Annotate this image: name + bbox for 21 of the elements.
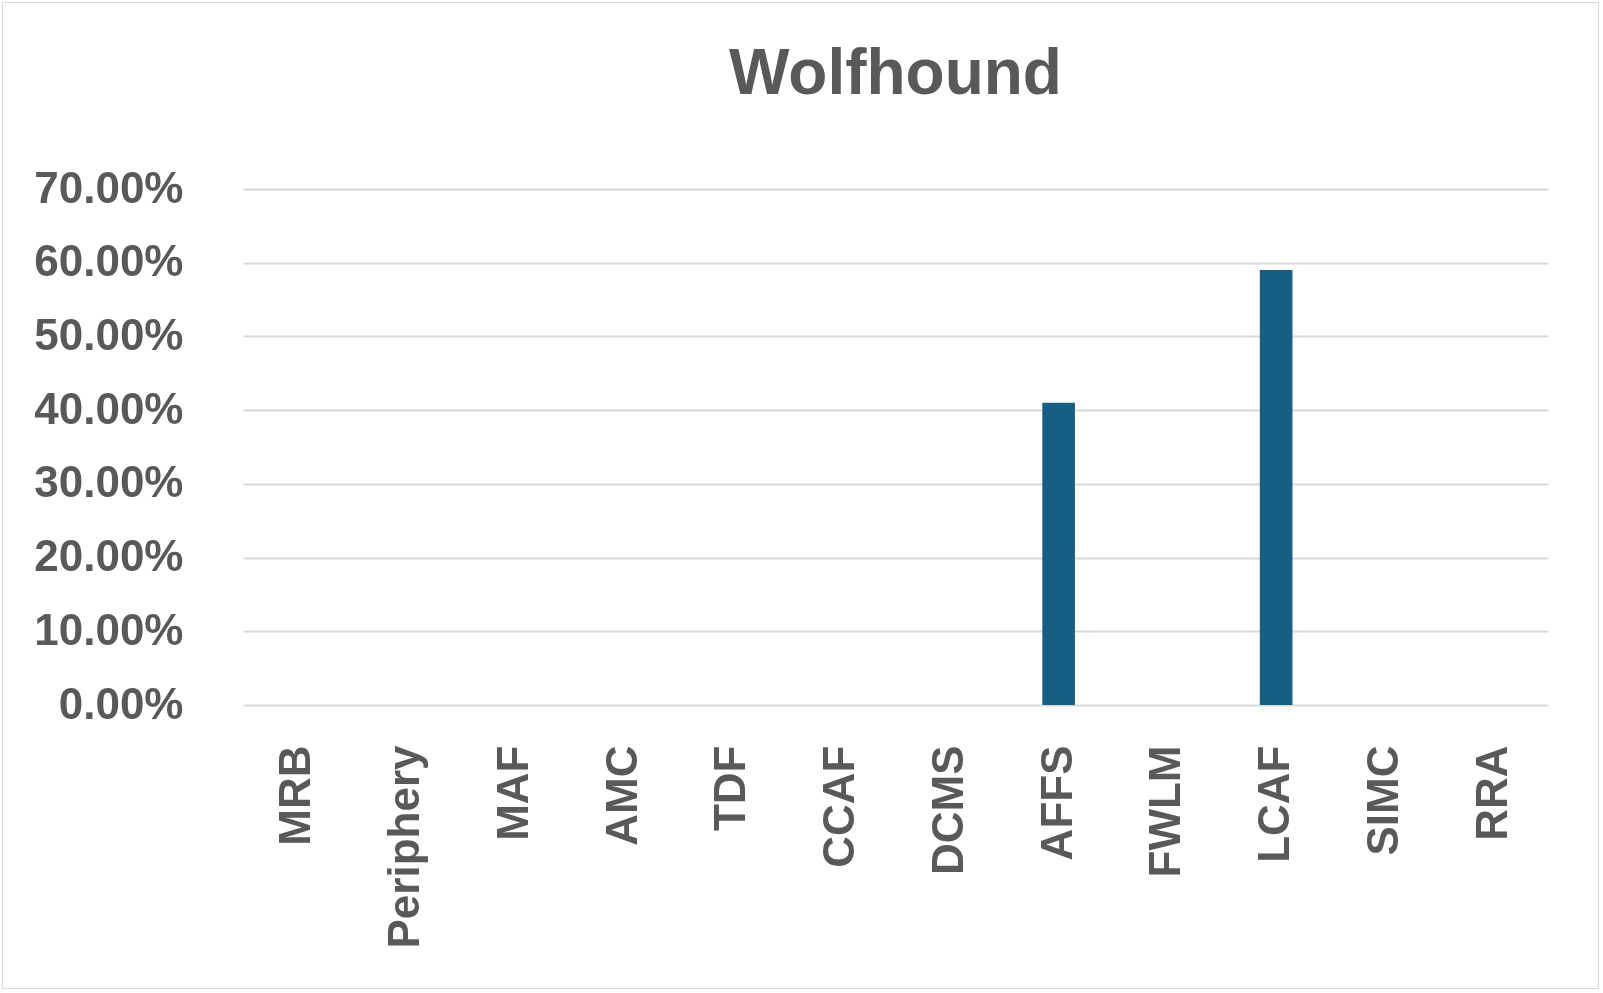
y-tick-label: 30.00% — [34, 457, 184, 507]
x-tick-label: AFFS — [1031, 745, 1081, 861]
x-tick-label: FWLM — [1140, 745, 1190, 878]
y-tick-label: 40.00% — [34, 383, 184, 433]
y-tick-label: 50.00% — [34, 309, 184, 359]
x-tick-label: LCAF — [1249, 745, 1299, 863]
x-tick-label: SIMC — [1357, 745, 1407, 856]
x-tick-label: DCMS — [922, 745, 972, 876]
x-tick-label: CCAF — [814, 745, 864, 868]
x-tick-label: Periphery — [379, 744, 429, 949]
x-tick-label: RRA — [1466, 745, 1516, 841]
x-tick-label: TDF — [705, 745, 755, 832]
y-tick-label: 70.00% — [34, 162, 184, 212]
x-tick-label: MRB — [270, 745, 320, 846]
y-tick-label: 0.00% — [58, 678, 184, 728]
chart-title: Wolfhound — [729, 36, 1062, 108]
y-tick-label: 60.00% — [34, 236, 184, 286]
x-tick-label: AMC — [596, 745, 646, 846]
x-tick-label: MAF — [487, 745, 537, 841]
y-tick-label: 10.00% — [34, 604, 184, 654]
y-tick-label: 20.00% — [34, 531, 184, 581]
